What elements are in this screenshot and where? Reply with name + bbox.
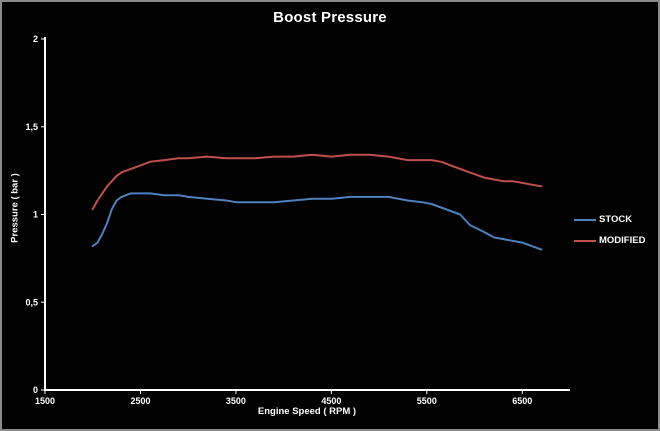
x-tick-label: 6500 xyxy=(512,396,532,406)
legend-label-stock: STOCK xyxy=(599,214,633,225)
y-tick-label: 0 xyxy=(33,385,38,395)
legend-item-stock: STOCK xyxy=(574,214,645,225)
series-line-modified xyxy=(91,153,543,211)
y-tick-label: 1,5 xyxy=(25,122,38,132)
x-tick-label: 4500 xyxy=(321,396,341,406)
x-tick-label: 2500 xyxy=(130,396,150,406)
series-line-stock xyxy=(91,192,543,251)
x-tick-label: 1500 xyxy=(35,396,55,406)
y-axis-title: Pressure ( bar ) xyxy=(9,173,21,243)
chart-title: Boost Pressure xyxy=(273,9,387,26)
legend: STOCK MODIFIED xyxy=(574,214,645,256)
stock-line-swatch xyxy=(574,218,596,221)
legend-label-modified: MODIFIED xyxy=(599,235,646,246)
x-tick-label: 3500 xyxy=(226,396,246,406)
modified-line-swatch xyxy=(574,239,596,242)
y-tick-label: 2 xyxy=(33,34,38,44)
legend-item-modified: MODIFIED xyxy=(574,235,645,246)
y-tick-label: 1 xyxy=(33,210,38,220)
y-tick-label: 0,5 xyxy=(25,297,38,307)
x-tick-label: 5500 xyxy=(417,396,437,406)
x-axis-title: Engine Speed ( RPM ) xyxy=(257,406,357,417)
